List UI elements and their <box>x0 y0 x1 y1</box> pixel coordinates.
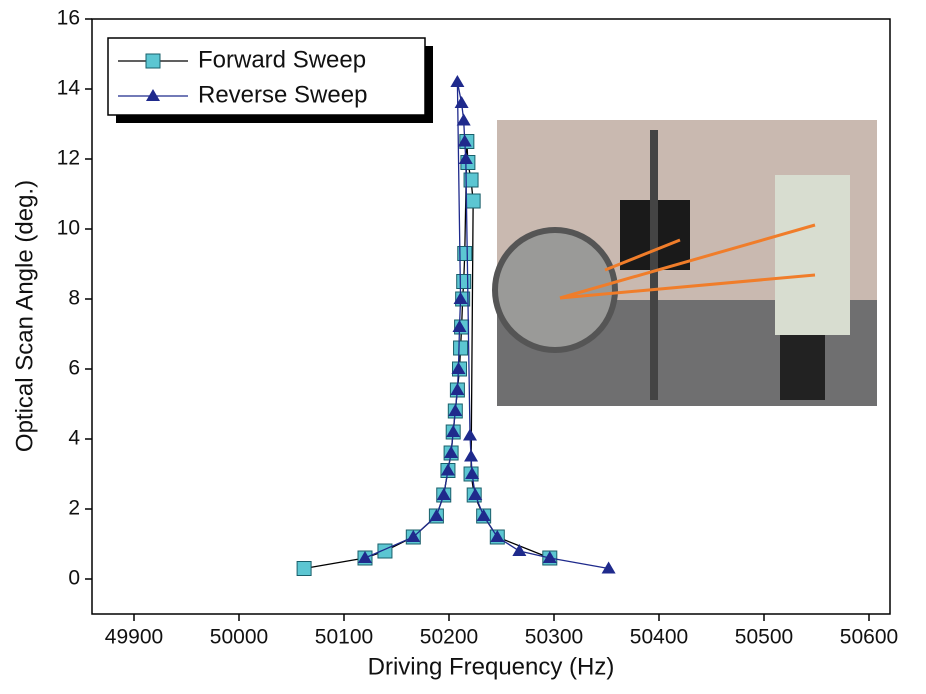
y-tick-label: 10 <box>57 217 80 240</box>
y-tick-label: 8 <box>68 287 80 310</box>
x-tick-label: 50500 <box>735 626 793 649</box>
marker <box>542 551 557 563</box>
marker <box>450 383 465 395</box>
marker <box>444 446 459 458</box>
marker <box>468 488 483 500</box>
marker <box>512 544 527 556</box>
legend-label: Forward Sweep <box>198 46 366 73</box>
marker <box>490 530 505 542</box>
photo-post <box>650 130 658 400</box>
y-tick-label: 16 <box>57 7 80 30</box>
x-tick-label: 49900 <box>105 626 163 649</box>
marker <box>440 463 455 476</box>
legend-label: Reverse Sweep <box>198 81 367 108</box>
x-tick-label: 50300 <box>525 626 583 649</box>
plot-frame <box>91 18 891 615</box>
x-tick-label: 50400 <box>630 626 688 649</box>
marker <box>457 246 473 261</box>
marker <box>451 362 466 374</box>
marker <box>358 551 372 563</box>
marker <box>296 561 312 576</box>
marker <box>446 425 461 437</box>
marker <box>456 274 472 289</box>
marker <box>453 340 469 356</box>
legend-marker <box>145 53 161 69</box>
y-tick-label: 0 <box>68 567 80 590</box>
x-tick-label: 50000 <box>210 626 268 649</box>
marker <box>463 172 479 188</box>
marker <box>453 292 468 304</box>
marker <box>436 488 451 500</box>
marker <box>406 530 421 542</box>
y-tick-label: 12 <box>57 147 80 170</box>
marker <box>465 193 481 209</box>
y-tick-label: 2 <box>68 497 80 520</box>
y-tick-label: 6 <box>68 357 80 380</box>
marker <box>457 134 472 147</box>
legend-box <box>107 37 426 116</box>
y-tick-label: 14 <box>57 77 81 100</box>
y-axis-label: Optical Scan Angle (deg.) <box>11 180 38 452</box>
x-tick-label: 50600 <box>840 626 898 649</box>
marker <box>601 561 616 574</box>
photo-screen <box>775 175 850 335</box>
marker <box>452 320 467 332</box>
marker <box>429 509 444 521</box>
marker <box>456 113 471 126</box>
marker <box>458 152 473 164</box>
photo-lens <box>492 227 618 353</box>
photo-stand <box>780 335 825 400</box>
marker <box>463 428 477 441</box>
x-tick-label: 50200 <box>420 626 478 649</box>
marker <box>465 467 480 479</box>
marker <box>476 509 491 521</box>
marker <box>454 96 469 108</box>
inset-photo <box>492 120 877 406</box>
marker <box>450 75 465 87</box>
legend-marker <box>146 89 160 101</box>
photo-arrows <box>559 223 816 300</box>
marker <box>464 449 479 462</box>
x-tick-label: 50100 <box>315 626 373 649</box>
marker <box>448 404 463 416</box>
x-axis-label: Driving Frequency (Hz) <box>368 653 615 680</box>
y-tick-label: 4 <box>68 427 80 450</box>
series <box>358 75 616 574</box>
legend <box>107 37 433 123</box>
